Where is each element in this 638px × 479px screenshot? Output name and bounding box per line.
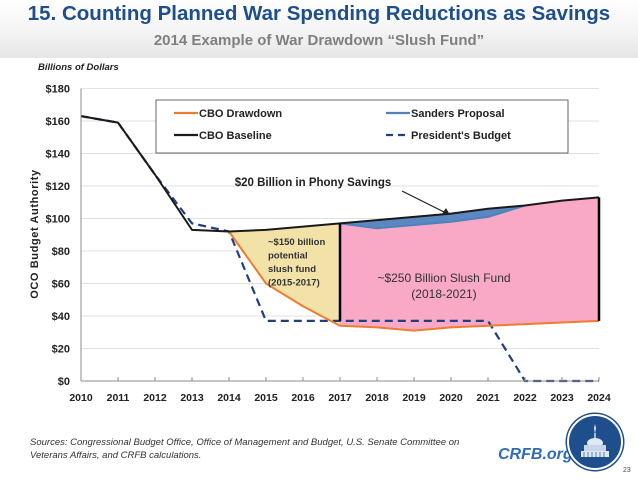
- x-tick-label: 2018: [365, 392, 389, 404]
- pink-label-line: ~$250 Billion Slush Fund: [377, 271, 510, 285]
- legend-label: President's Budget: [411, 130, 511, 142]
- sources-note: Sources: Congressional Budget Office, Of…: [30, 437, 460, 461]
- y-axis-label: OCO Budget Authority: [29, 169, 41, 299]
- shaded-region: [340, 197, 599, 331]
- y-tick-label: $160: [46, 116, 70, 128]
- tick-labels: $0 $20 $40 $60 $80 $100 $120 $140 $160 $180 2010 20…: [46, 84, 611, 405]
- yellow-label-line: (2015-2017): [268, 278, 320, 289]
- slide-title: 15. Counting Planned War Spending Reduct…: [27, 2, 611, 25]
- x-tick-label: 2024: [587, 392, 611, 404]
- yellow-region-label: ~$150 billion potential slush fund (2015-20…: [268, 237, 325, 289]
- legend-label: CBO Baseline: [199, 130, 272, 142]
- series-line-cbo-drawdown: [228, 230, 600, 332]
- series-lines: [80, 115, 601, 383]
- series-line-sanders-proposal: [339, 204, 526, 230]
- x-tick-label: 2013: [180, 392, 204, 404]
- phony-savings-annotation: $20 Billion in Phony Savings: [235, 177, 392, 189]
- x-tick-label: 2023: [550, 392, 574, 404]
- units-label: Billions of Dollars: [38, 62, 119, 73]
- phony-savings-arrow: [401, 190, 449, 215]
- y-tick-label: $0: [58, 376, 70, 388]
- axes: [80, 88, 600, 382]
- slide-subtitle: 2014 Example of War Drawdown “Slush Fund…: [153, 32, 485, 49]
- x-tick-label: 2017: [328, 392, 352, 404]
- x-tick-label: 2022: [513, 392, 537, 404]
- x-tick-label: 2012: [143, 392, 167, 404]
- y-tick-label: $60: [52, 279, 70, 291]
- y-tick-label: $40: [52, 311, 70, 323]
- yellow-label-line: potential: [268, 251, 308, 262]
- x-tick-label: 2016: [291, 392, 315, 404]
- annotations: $20 Billion in Phony Savings ~$150 billi…: [235, 177, 511, 301]
- legend-label: CBO Drawdown: [199, 108, 282, 120]
- legend: CBO Drawdown Sanders Proposal CBO Baseline…: [155, 99, 569, 154]
- yellow-label-line: slush fund: [268, 264, 316, 275]
- x-tick-label: 2015: [254, 392, 278, 404]
- x-tick-label: 2014: [217, 392, 241, 404]
- x-tick-label: 2021: [476, 392, 500, 404]
- capitol-seal-icon: [567, 414, 623, 470]
- x-tick-label: 2020: [439, 392, 463, 404]
- y-tick-label: $120: [46, 181, 70, 193]
- y-tick-label: $100: [46, 214, 70, 226]
- x-tick-label: 2019: [402, 392, 426, 404]
- arrow-head-icon: [442, 208, 450, 215]
- header-band: [0, 0, 638, 58]
- y-tick-label: $20: [52, 344, 70, 356]
- y-tick-label: $140: [46, 149, 70, 161]
- y-tick-label: $180: [46, 84, 70, 96]
- pink-region-label: ~$250 Billion Slush Fund (2018-2021): [377, 271, 510, 301]
- legend-box: [155, 99, 569, 154]
- legend-label: Sanders Proposal: [411, 108, 505, 120]
- shaded-region: [340, 205, 525, 229]
- brand-link[interactable]: CRFB.org: [498, 446, 573, 463]
- shaded-region: [229, 223, 340, 326]
- yellow-label-line: ~$150 billion: [268, 237, 325, 248]
- pink-label-line: (2018-2021): [411, 287, 476, 301]
- shaded-regions: [229, 197, 599, 331]
- x-tick-label: 2010: [69, 392, 93, 404]
- x-tick-label: 2011: [107, 392, 130, 404]
- y-tick-label: $80: [52, 246, 70, 258]
- page-number: 23: [623, 467, 631, 474]
